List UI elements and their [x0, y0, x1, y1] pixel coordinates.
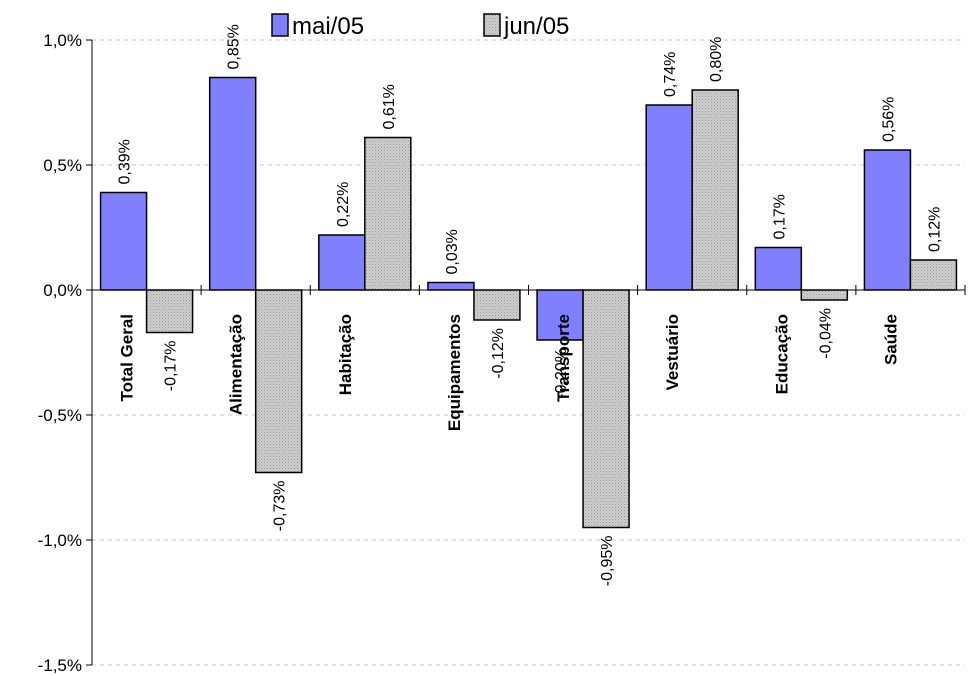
data-label: 0,56%: [880, 97, 897, 142]
data-label: -0,12%: [490, 328, 507, 379]
bar-jun-1: [254, 289, 303, 474]
data-label: 0,03%: [444, 229, 461, 274]
category-label: Equipamentos: [445, 314, 464, 431]
bar-mai-4: [536, 289, 584, 341]
y-tick-label: -1,5%: [38, 656, 82, 675]
bar-jun-2: [364, 136, 412, 291]
data-labels: 0,39% -0,17% 0,85% -0,73% 0,22% 0,61% 0,03% -0,…: [117, 24, 944, 586]
bar-mai-6: [754, 246, 803, 291]
data-label: 0,12%: [926, 207, 943, 252]
legend: mai/05 jun/05: [271, 13, 569, 40]
y-tick-label: 1,0%: [43, 31, 82, 50]
bar-mai-1: [208, 76, 257, 291]
bar-jun-7: [909, 259, 958, 291]
category-label: Total Geral: [118, 314, 137, 402]
data-label: -0,73%: [272, 481, 289, 532]
data-label: 0,61%: [381, 84, 398, 129]
data-label: 0,74%: [662, 52, 679, 97]
category-label: Alimentação: [227, 314, 246, 415]
bar-jun-0: [145, 289, 194, 334]
category-label: Saúde: [881, 314, 900, 365]
legend-label: jun/05: [503, 13, 569, 40]
y-tick-label: -0,5%: [38, 406, 82, 425]
y-tick-label: 0,0%: [43, 281, 82, 300]
bar-mai-7: [863, 149, 912, 291]
category-label: Educação: [772, 314, 791, 394]
data-label: 0,22%: [335, 182, 352, 227]
data-label: -0,17%: [163, 341, 180, 392]
data-label: -0,04%: [817, 308, 834, 359]
bar-jun-4: [582, 289, 630, 529]
bar-mai-3: [427, 281, 475, 291]
data-label: -0,20%: [553, 348, 570, 399]
y-tick-label: 0,5%: [43, 156, 82, 175]
legend-label: mai/05: [292, 13, 364, 40]
bar-mai-5: [645, 104, 693, 291]
bar-jun-3: [473, 289, 521, 321]
legend-swatch: [483, 13, 501, 37]
data-label: 0,39%: [117, 139, 134, 184]
category-label: Transporte: [554, 314, 573, 402]
data-label: 0,17%: [771, 194, 788, 239]
category-label: Vestuário: [663, 314, 682, 391]
y-tick-label: -1,0%: [38, 531, 82, 550]
bar-mai-2: [318, 234, 366, 291]
bar-mai-0: [99, 191, 148, 291]
bar-jun-5: [691, 89, 739, 291]
data-label: 0,80%: [708, 37, 725, 82]
data-label: -0,95%: [599, 536, 616, 587]
category-labels: Total Geral Alimentação Habitação Equipamen…: [118, 314, 901, 431]
legend-swatch: [271, 13, 289, 37]
bar-jun-6: [800, 289, 849, 301]
data-label: 0,85%: [226, 24, 243, 69]
bars: [99, 76, 958, 529]
category-label: Habitação: [336, 314, 355, 395]
